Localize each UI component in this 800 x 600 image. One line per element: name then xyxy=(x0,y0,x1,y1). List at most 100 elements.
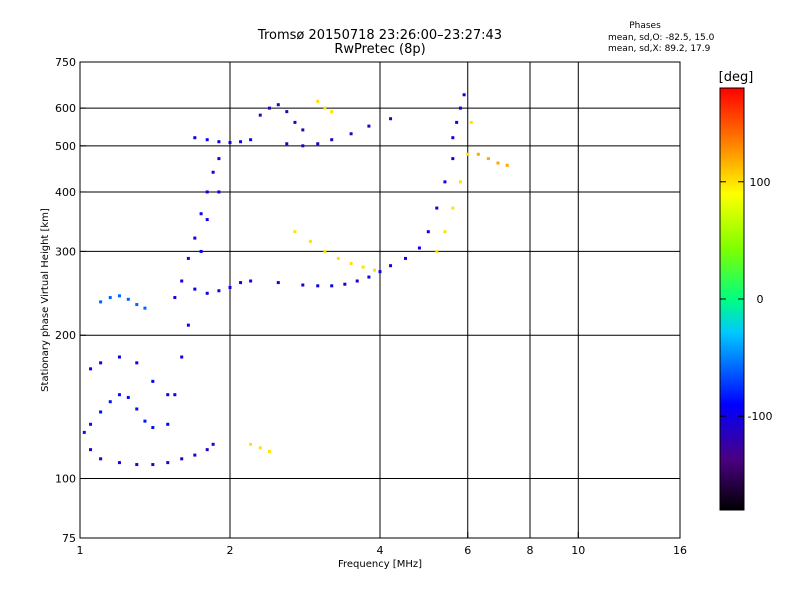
y-tick-label: 75 xyxy=(62,532,76,545)
data-point xyxy=(166,461,170,465)
data-point xyxy=(199,212,203,216)
data-point xyxy=(308,239,312,243)
data-point xyxy=(276,103,280,107)
x-tick-label: 10 xyxy=(571,544,585,557)
data-point xyxy=(186,323,190,327)
data-point xyxy=(443,230,447,234)
data-point xyxy=(336,256,340,260)
data-point xyxy=(135,463,139,467)
x-tick-label: 2 xyxy=(227,544,234,557)
data-point xyxy=(293,120,297,124)
x-tick-label: 8 xyxy=(527,544,534,557)
data-point xyxy=(258,113,262,117)
colorbar-tick-label: 100 xyxy=(750,176,771,189)
data-point xyxy=(205,448,209,452)
data-point xyxy=(126,395,130,399)
y-tick-label: 300 xyxy=(55,245,76,258)
data-point xyxy=(193,287,197,291)
data-point xyxy=(455,120,459,124)
chart-subtitle: RwPretec (8p) xyxy=(334,42,426,57)
data-point xyxy=(117,393,121,397)
data-point xyxy=(180,355,184,359)
data-point xyxy=(211,442,215,446)
data-point xyxy=(173,393,177,397)
data-point xyxy=(285,110,289,114)
data-point xyxy=(89,422,93,426)
data-point xyxy=(451,206,455,210)
x-tick-label: 1 xyxy=(77,544,84,557)
data-point xyxy=(228,141,232,145)
data-point xyxy=(228,285,232,289)
data-point xyxy=(330,284,334,288)
data-point xyxy=(403,256,407,260)
data-point xyxy=(349,132,353,136)
data-point xyxy=(330,138,334,142)
data-point xyxy=(99,410,103,414)
x-tick-label: 16 xyxy=(673,544,687,557)
data-point xyxy=(316,284,320,288)
data-point xyxy=(301,128,305,132)
y-tick-label: 200 xyxy=(55,329,76,342)
data-point xyxy=(82,430,86,434)
data-point xyxy=(151,425,155,429)
x-tick-label: 4 xyxy=(377,544,384,557)
data-point xyxy=(267,106,271,110)
colorbar-ticks: 100 0 -100 xyxy=(720,176,772,423)
data-point xyxy=(258,446,262,450)
colorbar-title: [deg] xyxy=(718,70,754,85)
data-point xyxy=(186,256,190,260)
data-point xyxy=(205,138,209,142)
data-point xyxy=(199,249,203,253)
y-axis-label: Stationary phase Virtual Height [km] xyxy=(40,208,51,392)
data-point xyxy=(301,144,305,148)
data-point xyxy=(89,448,93,452)
y-tick-label: 750 xyxy=(55,56,76,69)
stats-x-line: mean, sd,X: 89.2, 17.9 xyxy=(608,44,711,54)
data-point xyxy=(323,249,327,253)
data-point xyxy=(496,161,500,165)
data-point xyxy=(355,279,359,283)
data-point xyxy=(469,120,473,124)
data-point xyxy=(301,283,305,287)
data-point xyxy=(466,152,470,156)
data-point xyxy=(135,303,139,307)
data-point xyxy=(367,124,371,128)
data-point xyxy=(166,422,170,426)
data-point xyxy=(135,407,139,411)
data-point xyxy=(239,281,243,285)
data-point xyxy=(217,190,221,194)
data-point xyxy=(505,163,509,167)
data-point xyxy=(99,457,103,461)
data-point xyxy=(180,457,184,461)
data-point xyxy=(239,140,243,144)
data-point xyxy=(99,361,103,365)
data-point xyxy=(249,442,253,446)
data-point xyxy=(349,261,353,265)
data-point xyxy=(126,297,130,301)
data-point xyxy=(193,136,197,140)
x-tick-label: 6 xyxy=(464,544,471,557)
data-point xyxy=(89,367,93,371)
stats-o-line: mean, sd,O: -82.5, 15.0 xyxy=(608,33,715,43)
data-point xyxy=(389,264,393,268)
data-point xyxy=(443,180,447,184)
x-axis-label: Frequency [MHz] xyxy=(338,559,422,570)
data-point xyxy=(193,236,197,240)
grid-lines xyxy=(80,62,680,538)
data-point xyxy=(417,246,421,250)
data-point xyxy=(108,296,112,300)
data-point xyxy=(373,268,377,272)
data-point xyxy=(435,206,439,210)
data-point xyxy=(173,296,177,300)
data-point xyxy=(217,289,221,293)
y-tick-label: 500 xyxy=(55,140,76,153)
data-point xyxy=(367,275,371,279)
data-point xyxy=(205,218,209,222)
data-point xyxy=(316,142,320,146)
data-point xyxy=(378,270,382,274)
data-point xyxy=(285,142,289,146)
data-point xyxy=(205,190,209,194)
data-point xyxy=(316,99,320,103)
data-point xyxy=(217,140,221,144)
data-point xyxy=(151,463,155,467)
